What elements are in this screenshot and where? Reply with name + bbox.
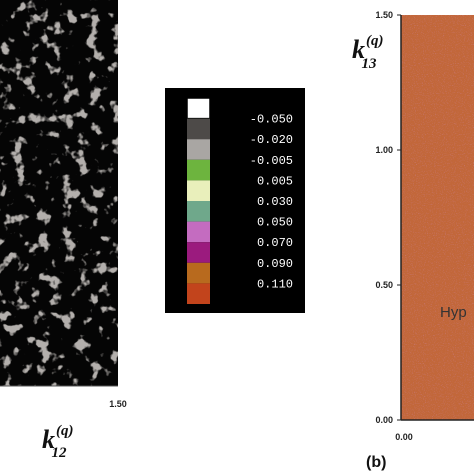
legend-swatch	[187, 201, 210, 222]
legend-label: 0.110	[257, 277, 293, 291]
label-sup: (q)	[366, 33, 384, 49]
legend-label: 0.005	[257, 174, 293, 188]
legend-swatch	[187, 221, 210, 243]
right-map-texture	[401, 15, 474, 420]
legend-label: -0.020	[250, 133, 293, 147]
label-base: k	[42, 425, 55, 454]
legend-label: -0.050	[250, 113, 293, 127]
label-sup: (q)	[56, 423, 74, 439]
right-x-tick: 0.00	[395, 432, 413, 442]
legend-swatch	[187, 262, 210, 284]
right-y-ticks: 1.50 1.00 0.50 0.00	[375, 10, 401, 425]
legend-label: 0.050	[257, 216, 293, 230]
legend-swatch	[187, 159, 210, 181]
legend-swatch	[187, 180, 210, 201]
y-tick-label: 1.50	[375, 10, 393, 20]
panel-label: (b)	[366, 454, 386, 471]
legend-swatch	[187, 118, 210, 140]
y-tick-label: 0.50	[375, 280, 393, 290]
legend-swatch	[187, 242, 210, 263]
y-tick-label: 1.00	[375, 145, 393, 155]
left-x-tick: 1.50	[109, 399, 127, 409]
legend-label: 0.070	[257, 236, 293, 250]
label-sub: 12	[52, 445, 68, 461]
legend-label: 0.090	[257, 257, 293, 271]
legend-label: 0.030	[257, 195, 293, 209]
right-y-label: k(q) 13	[352, 33, 384, 72]
legend-swatch	[187, 283, 210, 304]
y-tick-label: 0.00	[375, 415, 393, 425]
label-base: k	[352, 35, 365, 64]
left-x-label: k(q) 12	[42, 423, 74, 461]
label-sub: 13	[362, 56, 378, 72]
legend-label: -0.005	[250, 154, 293, 168]
legend-swatch	[187, 139, 210, 160]
left-map-texture	[0, 0, 118, 386]
annotation: Hyp	[440, 304, 467, 321]
legend-swatch	[186, 97, 211, 120]
legend: -0.050 -0.020 -0.005 0.005 0.030 0.050 0.070 0.…	[186, 97, 293, 304]
